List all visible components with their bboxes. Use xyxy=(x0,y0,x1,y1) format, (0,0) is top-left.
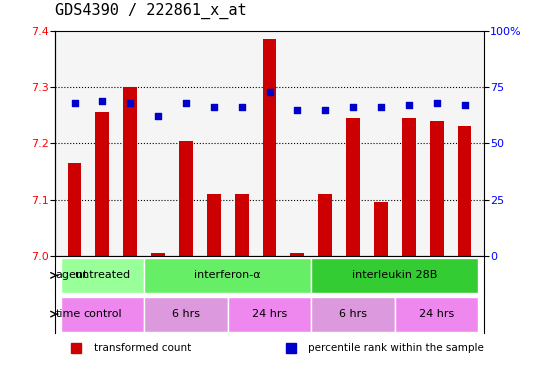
Bar xyxy=(318,194,332,256)
Bar xyxy=(151,253,165,256)
FancyBboxPatch shape xyxy=(144,297,228,331)
FancyBboxPatch shape xyxy=(60,258,144,293)
Text: time: time xyxy=(56,309,81,319)
Point xyxy=(126,100,135,106)
FancyBboxPatch shape xyxy=(311,297,395,331)
FancyBboxPatch shape xyxy=(228,297,311,331)
Bar xyxy=(207,194,221,256)
FancyBboxPatch shape xyxy=(60,297,144,331)
Text: interleukin 28B: interleukin 28B xyxy=(352,270,438,280)
Text: GDS4390 / 222861_x_at: GDS4390 / 222861_x_at xyxy=(55,3,246,19)
Point xyxy=(210,104,218,110)
Text: agent: agent xyxy=(56,270,88,280)
Point xyxy=(293,106,302,113)
Point xyxy=(237,104,246,110)
FancyBboxPatch shape xyxy=(144,258,311,293)
Bar xyxy=(458,126,471,256)
Bar xyxy=(123,87,137,256)
Point xyxy=(460,102,469,108)
Bar xyxy=(68,163,81,256)
Point xyxy=(432,100,441,106)
Bar xyxy=(430,121,444,256)
FancyBboxPatch shape xyxy=(395,297,478,331)
Point xyxy=(321,106,329,113)
Point xyxy=(70,100,79,106)
Text: control: control xyxy=(83,309,122,319)
Text: percentile rank within the sample: percentile rank within the sample xyxy=(308,343,484,353)
Bar xyxy=(290,253,304,256)
Text: 6 hrs: 6 hrs xyxy=(172,309,200,319)
Bar xyxy=(95,113,109,256)
FancyBboxPatch shape xyxy=(311,258,478,293)
Point xyxy=(404,102,413,108)
Bar xyxy=(346,118,360,256)
Bar xyxy=(235,194,249,256)
Bar xyxy=(402,118,416,256)
Bar xyxy=(262,39,277,256)
Point xyxy=(349,104,358,110)
Bar xyxy=(179,141,193,256)
Text: untreated: untreated xyxy=(75,270,130,280)
Text: transformed count: transformed count xyxy=(94,343,191,353)
Text: interferon-α: interferon-α xyxy=(194,270,261,280)
Point xyxy=(265,88,274,94)
Point xyxy=(377,104,386,110)
Text: 6 hrs: 6 hrs xyxy=(339,309,367,319)
Point xyxy=(182,100,190,106)
Text: 24 hrs: 24 hrs xyxy=(419,309,454,319)
Point xyxy=(153,113,162,119)
Text: 24 hrs: 24 hrs xyxy=(252,309,287,319)
Bar xyxy=(374,202,388,256)
Point xyxy=(98,98,107,104)
